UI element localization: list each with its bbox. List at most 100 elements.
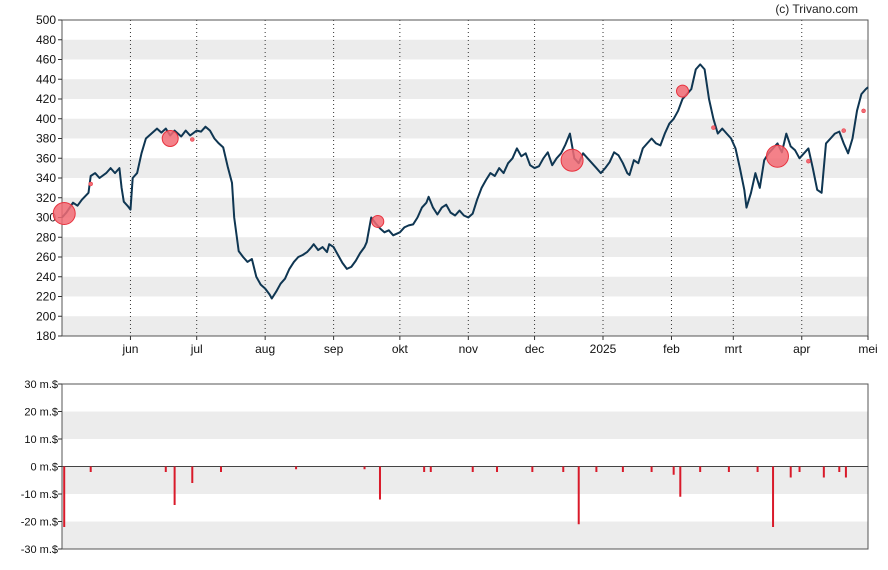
price-x-tick-label: mei [858, 342, 877, 356]
volume-bar [838, 466, 841, 472]
volume-bar [378, 466, 381, 500]
price-marker [765, 144, 789, 168]
price-x-tick-label: jul [190, 342, 203, 356]
price-marker [841, 128, 846, 133]
price-marker [806, 158, 811, 164]
price-grid-band [62, 79, 868, 99]
price-panel-month-gridlines [129, 20, 869, 336]
volume-bar [789, 466, 792, 478]
price-grid-band [62, 158, 868, 178]
price-x-tick-label: jun [121, 342, 138, 356]
price-marker [676, 84, 690, 98]
volume-y-tick-label: 30 m.$ [24, 379, 58, 391]
volume-y-axis: 30 m.$ 20 m.$ 10 m.$ 0 m.$ -10 m.$ -20 m.$ -30… [21, 379, 62, 556]
volume-bar [173, 466, 176, 505]
volume-bar [471, 466, 474, 472]
price-grid-band [62, 197, 868, 218]
volume-bar [531, 466, 534, 472]
price-y-tick-label: 480 [36, 33, 56, 47]
price-panel-grid [62, 39, 868, 336]
volume-bar [63, 466, 66, 527]
volume-bar [496, 466, 499, 472]
volume-y-tick-label: -10 m.$ [21, 489, 58, 501]
price-x-tick-label: 2025 [590, 342, 617, 356]
price-y-tick-label: 220 [36, 290, 56, 304]
price-marker [88, 181, 93, 187]
price-x-tick-label: aug [255, 342, 275, 356]
volume-bar [295, 466, 298, 470]
volume-bar [429, 466, 432, 472]
volume-bar [423, 466, 426, 472]
price-y-tick-label: 420 [36, 92, 56, 106]
price-y-tick-label: 180 [36, 329, 56, 343]
volume-y-tick-label: -20 m.$ [21, 517, 58, 529]
volume-bar [679, 466, 682, 497]
volume-bar [164, 466, 167, 472]
price-marker [190, 137, 195, 142]
volume-bar [699, 466, 702, 472]
volume-bar [562, 466, 565, 472]
volume-panel-grid [62, 411, 868, 549]
price-y-tick-label: 460 [36, 53, 56, 67]
price-grid-band [62, 39, 868, 60]
volume-grid-band [62, 466, 868, 494]
price-y-tick-label: 400 [36, 112, 56, 126]
price-x-tick-label: mrt [725, 342, 743, 356]
price-x-axis: jun jul aug sep okt nov dec 2025 feb mrt apr mei [121, 336, 878, 356]
price-grid-band [62, 276, 868, 297]
price-y-axis: 180 200 220 240 260 280 300 320 340 360 380 400 420 4… [36, 13, 62, 343]
credit-text: (c) Trivano.com [775, 2, 858, 16]
volume-bar [650, 466, 653, 472]
price-grid-band [62, 316, 868, 336]
volume-bar [363, 466, 366, 470]
volume-bar [595, 466, 598, 472]
volume-bar [219, 466, 222, 472]
price-marker [371, 214, 385, 228]
volume-bars-layer [63, 466, 847, 527]
price-marker [560, 148, 584, 172]
price-y-tick-label: 240 [36, 270, 56, 284]
price-x-tick-label: feb [663, 342, 680, 356]
volume-bar [727, 466, 730, 472]
price-x-tick-label: nov [459, 342, 478, 356]
volume-bar [822, 466, 825, 478]
price-marker [861, 108, 866, 114]
price-x-tick-label: apr [793, 342, 810, 356]
price-marker [711, 125, 716, 130]
price-series-line [61, 63, 869, 300]
volume-bar [772, 466, 775, 527]
price-marker [161, 130, 179, 147]
price-y-tick-label: 280 [36, 230, 56, 244]
volume-bar [191, 466, 194, 483]
price-x-tick-label: okt [392, 342, 409, 356]
price-y-tick-label: 440 [36, 72, 56, 86]
price-y-tick-label: 320 [36, 191, 56, 205]
price-y-tick-label: 500 [36, 13, 56, 27]
price-x-tick-label: sep [324, 342, 344, 356]
volume-grid-band [62, 411, 868, 439]
price-marker [52, 202, 76, 226]
volume-grid-band [62, 521, 868, 549]
volume-bar [756, 466, 759, 472]
price-y-tick-label: 260 [36, 250, 56, 264]
price-grid-band [62, 118, 868, 139]
price-y-tick-label: 300 [36, 211, 56, 225]
volume-y-tick-label: 20 m.$ [24, 407, 58, 419]
price-x-tick-label: dec [525, 342, 544, 356]
volume-bar [672, 466, 675, 475]
price-y-tick-label: 380 [36, 132, 56, 146]
volume-y-tick-label: 10 m.$ [24, 434, 58, 446]
price-y-tick-label: 200 [36, 309, 56, 323]
price-markers-layer [52, 84, 866, 228]
volume-bar [621, 466, 624, 472]
price-line-layer [61, 63, 869, 300]
volume-bar [577, 466, 580, 525]
price-y-tick-label: 360 [36, 151, 56, 165]
price-grid-band [62, 237, 868, 257]
volume-y-tick-label: 0 m.$ [30, 462, 58, 474]
price-y-tick-label: 340 [36, 171, 56, 185]
volume-y-tick-label: -30 m.$ [21, 544, 58, 556]
volume-bar [844, 466, 847, 478]
